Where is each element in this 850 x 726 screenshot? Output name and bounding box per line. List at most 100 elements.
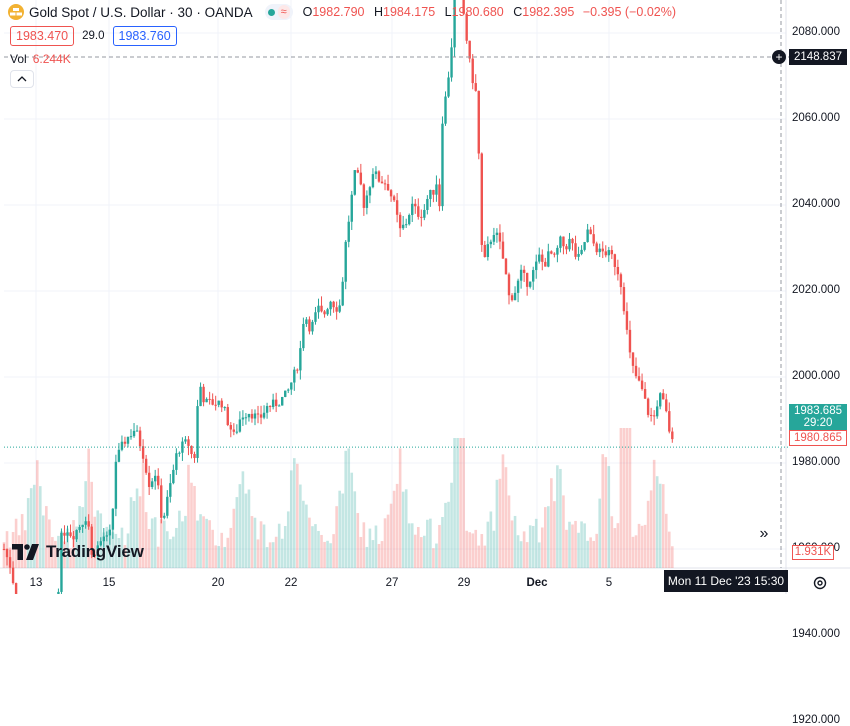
candle-body (619, 274, 623, 288)
low-value: 1980.680 (451, 5, 504, 19)
volume-bar (69, 548, 72, 568)
candle-body (568, 238, 571, 250)
candle-body (66, 532, 69, 536)
gold-symbol-icon[interactable] (8, 4, 24, 20)
volume-bar (226, 537, 230, 568)
symbol-title[interactable]: Gold Spot / U.S. Dollar · 30 · OANDA (29, 4, 253, 20)
candle-body (5, 549, 9, 558)
volume-label[interactable]: Vol (10, 52, 27, 66)
candle-body (229, 425, 232, 430)
scroll-to-realtime-icon[interactable]: » (759, 525, 769, 542)
volume-bar (416, 527, 420, 568)
candle-body (102, 536, 105, 542)
candle-body (277, 405, 281, 407)
volume-bar (229, 527, 233, 568)
volume-bars (2, 428, 674, 568)
volume-bar (208, 520, 211, 568)
volume-bar (420, 537, 423, 568)
candle-body (525, 272, 529, 287)
volume-bar (453, 438, 456, 568)
volume-bar (522, 531, 526, 568)
volume-bar (571, 524, 574, 568)
volume-bar (634, 535, 638, 568)
candle-body (374, 171, 378, 175)
volume-bar (280, 538, 284, 568)
volume-bar (528, 525, 532, 568)
candle-body (305, 319, 308, 324)
volume-bar (477, 545, 481, 568)
buy-button[interactable]: 1983.760 (112, 26, 177, 46)
candle-body (583, 242, 586, 250)
volume-bar (501, 454, 505, 568)
change-value: −0.395 (−0.02%) (582, 5, 676, 19)
volume-bar (199, 514, 202, 568)
candle-body (398, 214, 402, 229)
candle-body (90, 526, 93, 555)
candle-body (63, 532, 66, 536)
candle-body (655, 406, 659, 417)
volume-bar (631, 536, 635, 568)
candle-body (308, 319, 311, 332)
candle-body (75, 529, 78, 540)
candle-body (486, 244, 490, 257)
volume-bar (401, 491, 405, 568)
high-label: H (373, 5, 384, 19)
candle-body (108, 529, 112, 536)
volume-bar (398, 448, 402, 568)
collapse-legend-button[interactable] (10, 70, 34, 88)
low-price-tag: 1980.865 (789, 430, 847, 446)
volume-bar (456, 438, 459, 568)
candle-body (2, 549, 6, 550)
sell-button[interactable]: 1983.470 (10, 26, 75, 46)
candle-body (453, 0, 456, 48)
volume-bar (223, 546, 227, 568)
volume-bar (462, 438, 465, 568)
volume-bar (274, 536, 278, 568)
volume-bar (489, 511, 493, 568)
candle-body (659, 393, 662, 407)
volume-bar (308, 517, 311, 568)
candle-body (610, 250, 614, 255)
price-chart[interactable] (0, 0, 850, 594)
candle-body (383, 183, 387, 185)
gear-icon[interactable] (811, 574, 829, 592)
volume-bar (150, 518, 154, 568)
volume-bar (426, 519, 429, 568)
volume-bar (580, 521, 583, 568)
candle-body (241, 417, 245, 420)
candle-body (637, 376, 641, 381)
candle-body (507, 274, 511, 296)
volume-bar (147, 528, 151, 568)
volume-bar (202, 516, 205, 568)
market-status[interactable]: ≈ (264, 4, 293, 20)
add-alert-plus-icon[interactable]: + (772, 50, 786, 64)
volume-bar (211, 529, 214, 568)
price-axis-label: 1920.000 (792, 714, 840, 726)
volume-bar (66, 528, 69, 568)
tradingview-logo[interactable]: TradingView (12, 542, 144, 562)
volume-bar (217, 546, 221, 568)
candle-body (344, 241, 347, 282)
candle-body (565, 246, 568, 250)
volume-bar (565, 529, 568, 568)
last-volume-tag: 1.931K (792, 545, 834, 560)
volume-bar (78, 506, 81, 568)
volume-bar (628, 428, 632, 568)
volume-bar (646, 500, 650, 568)
candle-body (338, 305, 341, 312)
volume-bar (537, 542, 541, 568)
volume-bar (504, 467, 508, 568)
candle-body (616, 266, 620, 275)
volume-bar (619, 428, 623, 568)
volume-bar (543, 507, 547, 568)
candle-body (311, 321, 314, 332)
candle-body (634, 365, 638, 377)
candle-body (111, 508, 115, 530)
volume-bar (135, 488, 139, 568)
volume-bar (474, 529, 478, 568)
candle-body (429, 189, 432, 199)
candle-body (99, 541, 102, 546)
candle-body (471, 58, 474, 84)
volume-bar (302, 500, 305, 568)
